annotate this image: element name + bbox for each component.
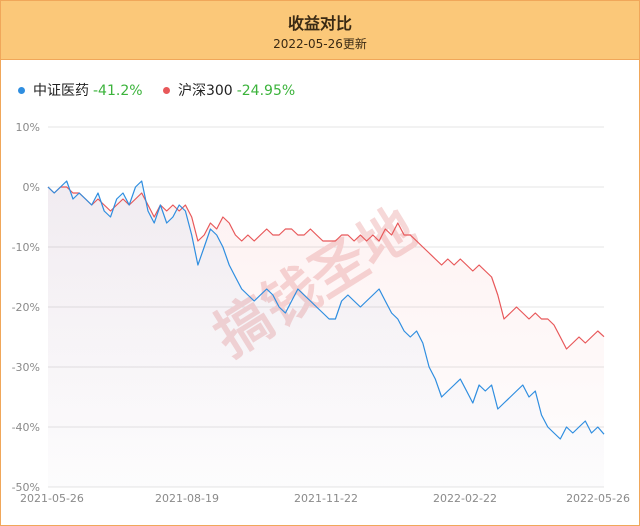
x-tick-label: 2022-05-26 (566, 492, 630, 505)
series-area-0 (48, 181, 604, 487)
y-tick-label: -40% (12, 421, 40, 434)
legend-item-series-0[interactable]: 中证医药 -41.2% (18, 80, 143, 100)
chart-subtitle: 2022-05-26更新 (273, 37, 367, 51)
series-line-0[interactable] (47, 180, 605, 440)
y-tick-label: 10% (16, 121, 40, 134)
y-tick-label: -30% (12, 361, 40, 374)
y-tick-label: 0% (23, 181, 40, 194)
series-line-1[interactable] (47, 186, 605, 350)
legend-value: -41.2% (93, 83, 143, 99)
series-areas (48, 181, 604, 487)
y-axis: 10% 0% -10% -20% -30% -40% -50% (12, 121, 40, 494)
y-tick-label: -10% (12, 241, 40, 254)
y-tick-label: -20% (12, 301, 40, 314)
x-tick-label: 2021-05-26 (20, 492, 84, 505)
legend-label: 沪深300 (177, 83, 233, 99)
x-tick-label: 2021-08-19 (155, 492, 219, 505)
x-tick-label: 2021-11-22 (294, 492, 358, 505)
legend: 中证医药 -41.2% 沪深300 -24.95% (18, 80, 311, 100)
x-tick-label: 2022-02-22 (433, 492, 497, 505)
legend-dot-icon (162, 86, 170, 94)
legend-value: -24.95% (236, 83, 296, 99)
y-tick-label: -50% (12, 481, 40, 494)
chart-header: 收益对比 2022-05-26更新 (1, 1, 639, 60)
legend-dot-icon (18, 86, 25, 94)
legend-label: 中证医药 (33, 83, 89, 99)
chart-title: 收益对比 (287, 14, 352, 33)
legend-item-series-1[interactable]: 沪深300 -24.95% (162, 80, 296, 100)
series-lines (47, 180, 605, 440)
x-axis: 2021-05-26 2021-08-19 2021-11-22 2022-02-22… (20, 492, 630, 505)
